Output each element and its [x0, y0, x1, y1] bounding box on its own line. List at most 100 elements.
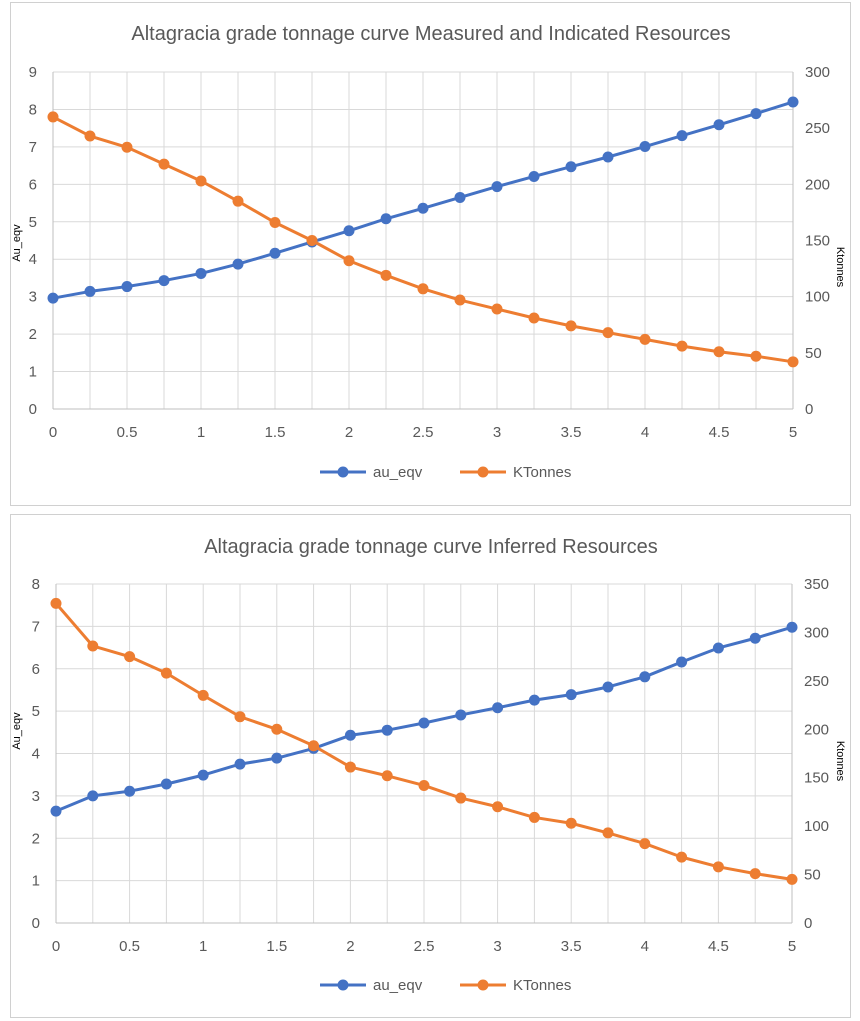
- data-point-au_eqv: [197, 769, 209, 781]
- x-tick-label: 2: [346, 938, 354, 955]
- data-point-au_eqv: [712, 642, 724, 654]
- data-point-au_eqv: [344, 729, 356, 741]
- x-tick-label: 1.5: [265, 424, 286, 441]
- y-axis-title: Au_eqv: [11, 224, 23, 262]
- data-point-ktonnes: [565, 817, 577, 829]
- data-point-au_eqv: [417, 202, 429, 214]
- data-point-ktonnes: [786, 873, 798, 885]
- legend-swatch-marker: [337, 979, 349, 991]
- data-point-au_eqv: [269, 247, 281, 259]
- chart-inferred: Altagracia grade tonnage curve Inferred …: [11, 536, 846, 994]
- data-point-ktonnes: [676, 851, 688, 863]
- y2-tick-label: 0: [805, 401, 813, 418]
- x-tick-label: 0: [52, 938, 60, 955]
- data-point-au_eqv: [786, 621, 798, 633]
- y2-tick-label: 150: [804, 770, 829, 787]
- chart-title: Altagracia grade tonnage curve Inferred …: [204, 536, 658, 558]
- y-tick-label: 5: [32, 703, 40, 720]
- x-tick-label: 3: [493, 938, 501, 955]
- data-point-ktonnes: [344, 761, 356, 773]
- y2-axis-title: Ktonnes: [834, 247, 846, 288]
- data-point-au_eqv: [158, 275, 170, 287]
- y2-tick-label: 300: [805, 64, 830, 81]
- data-point-au_eqv: [160, 778, 172, 790]
- y-tick-label: 3: [32, 788, 40, 805]
- data-point-ktonnes: [676, 340, 688, 352]
- y2-tick-label: 350: [804, 576, 829, 593]
- x-tick-label: 2.5: [414, 938, 435, 955]
- data-point-ktonnes: [454, 294, 466, 306]
- data-point-au_eqv: [343, 225, 355, 237]
- data-point-ktonnes: [197, 689, 209, 701]
- data-point-ktonnes: [50, 597, 62, 609]
- y-tick-label: 0: [29, 401, 37, 418]
- data-point-ktonnes: [308, 740, 320, 752]
- data-point-au_eqv: [713, 119, 725, 131]
- y2-axis-title: Ktonnes: [834, 741, 846, 782]
- chart-title: Altagracia grade tonnage curve Measured …: [131, 23, 730, 45]
- data-point-ktonnes: [47, 111, 59, 123]
- data-point-ktonnes: [343, 255, 355, 267]
- data-point-au_eqv: [195, 267, 207, 279]
- y2-tick-label: 250: [804, 673, 829, 690]
- y2-tick-label: 150: [805, 233, 830, 250]
- y2-tick-label: 200: [804, 721, 829, 738]
- data-point-ktonnes: [602, 827, 614, 839]
- data-point-ktonnes: [234, 711, 246, 723]
- data-point-au_eqv: [787, 96, 799, 108]
- data-point-au_eqv: [454, 191, 466, 203]
- chart-panel-measured-indicated: Altagracia grade tonnage curve Measured …: [10, 2, 851, 506]
- y2-tick-label: 300: [804, 624, 829, 641]
- data-point-ktonnes: [565, 320, 577, 332]
- y-tick-label: 3: [29, 289, 37, 306]
- y-tick-label: 8: [32, 576, 40, 593]
- chart-panel-inferred: Altagracia grade tonnage curve Inferred …: [10, 514, 851, 1018]
- data-point-au_eqv: [84, 285, 96, 297]
- x-tick-label: 3: [493, 424, 501, 441]
- x-tick-label: 0.5: [117, 424, 138, 441]
- data-point-au_eqv: [47, 292, 59, 304]
- data-point-ktonnes: [195, 175, 207, 187]
- legend-swatch-marker: [337, 466, 349, 478]
- y2-tick-label: 50: [805, 345, 822, 362]
- data-point-au_eqv: [676, 130, 688, 142]
- data-point-ktonnes: [158, 158, 170, 170]
- y2-tick-label: 100: [805, 289, 830, 306]
- data-point-au_eqv: [565, 161, 577, 173]
- y2-tick-label: 100: [804, 818, 829, 835]
- y2-tick-label: 200: [805, 176, 830, 193]
- legend-label: au_eqv: [373, 464, 423, 481]
- x-tick-label: 4: [641, 424, 649, 441]
- legend-swatch-marker: [477, 466, 489, 478]
- data-point-ktonnes: [750, 350, 762, 362]
- y-tick-label: 2: [32, 830, 40, 847]
- x-tick-label: 0: [49, 424, 57, 441]
- x-tick-label: 2.5: [413, 424, 434, 441]
- y-tick-label: 2: [29, 326, 37, 343]
- data-point-ktonnes: [381, 770, 393, 782]
- data-point-au_eqv: [750, 108, 762, 120]
- y-tick-label: 8: [29, 101, 37, 118]
- data-point-au_eqv: [676, 656, 688, 668]
- data-point-au_eqv: [232, 258, 244, 270]
- data-point-ktonnes: [84, 130, 96, 142]
- data-point-au_eqv: [50, 805, 62, 817]
- y-tick-label: 7: [29, 139, 37, 156]
- x-tick-label: 0.5: [119, 938, 140, 955]
- data-point-au_eqv: [639, 671, 651, 683]
- data-point-ktonnes: [749, 868, 761, 880]
- x-tick-label: 1: [199, 938, 207, 955]
- data-point-au_eqv: [565, 689, 577, 701]
- data-point-ktonnes: [380, 269, 392, 281]
- data-point-ktonnes: [418, 779, 430, 791]
- data-point-au_eqv: [121, 281, 133, 293]
- x-tick-label: 1: [197, 424, 205, 441]
- data-point-ktonnes: [269, 217, 281, 229]
- data-point-ktonnes: [271, 723, 283, 735]
- legend-label: KTonnes: [513, 464, 571, 481]
- y-tick-label: 1: [29, 364, 37, 381]
- x-tick-label: 4: [641, 938, 649, 955]
- data-point-ktonnes: [528, 312, 540, 324]
- data-point-ktonnes: [787, 356, 799, 368]
- y-tick-label: 0: [32, 915, 40, 932]
